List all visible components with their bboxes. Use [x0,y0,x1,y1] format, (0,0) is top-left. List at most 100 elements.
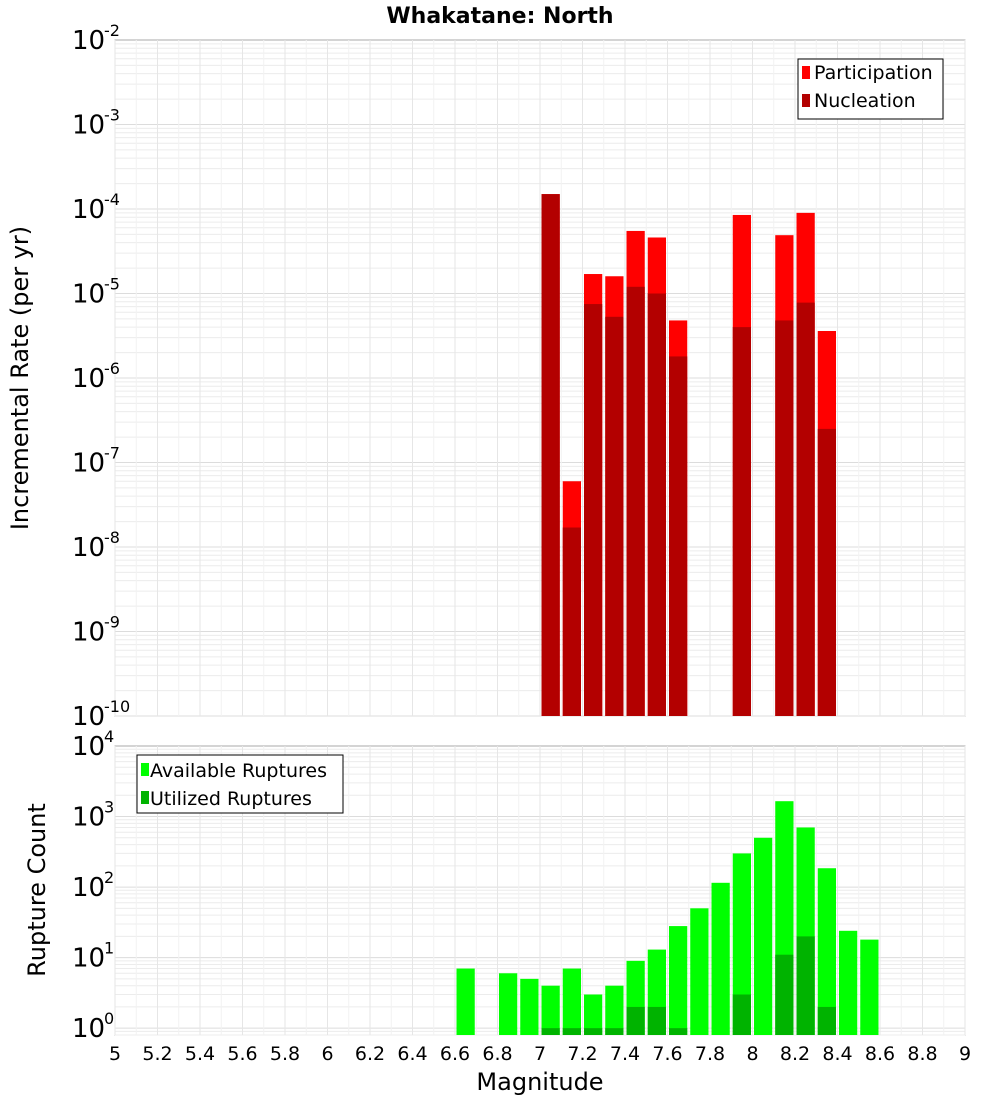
x-tick-label: 9 [959,1043,971,1065]
top-y-tick-exponent: -3 [104,106,120,125]
utilized-ruptures-bar [732,994,751,1035]
available-ruptures-bar [860,939,879,1035]
x-tick-label: 8.8 [907,1043,937,1065]
top-y-tick-label: 10 [72,111,105,141]
nucleation-bar [626,286,645,716]
nucleation-bar [669,356,688,716]
nucleation-bar [732,327,751,716]
legend-swatch-participation [802,66,810,79]
available-ruptures-bar [584,994,603,1035]
bottom-y-tick-exponent: 2 [104,868,114,887]
nucleation-bar [562,527,581,716]
utilized-ruptures-bar [796,936,815,1035]
x-tick-label: 6.6 [440,1043,470,1065]
available-ruptures-bar [690,908,709,1035]
available-ruptures-bar [669,926,688,1035]
x-tick-label: 6.2 [355,1043,385,1065]
x-tick-label: 5 [109,1043,121,1065]
bottom-y-tick-label: 10 [72,944,105,974]
top-y-tick-label: 10 [72,618,105,648]
top-legend-box [797,58,944,120]
top-y-tick-label: 10 [72,26,105,56]
x-tick-label: 6 [321,1043,333,1065]
top-y-tick-exponent: -7 [104,444,120,463]
available-ruptures-bar [711,882,730,1035]
utilized-ruptures-bar [626,1006,645,1035]
x-tick-label: 8.2 [780,1043,810,1065]
x-tick-label: 6.8 [482,1043,512,1065]
bottom-legend: Available Ruptures Utilized Ruptures [136,754,344,814]
x-tick-labels: 5 5.2 5.4 5.6 5.8 6 6.2 6.4 6.6 6.8 7 7.2 7.4 7.6 7.8 8… [109,1043,971,1065]
bottom-legend-box [136,754,344,814]
nucleation-bar [775,320,794,716]
bottom-y-tick-label: 10 [72,732,105,762]
top-bars [541,194,836,717]
legend-label-available: Available Ruptures [150,760,327,782]
available-ruptures-bar [456,968,475,1035]
utilized-ruptures-bar [647,1006,666,1035]
bottom-y-axis-label: Rupture Count [23,803,51,977]
utilized-ruptures-bar [817,1006,836,1035]
top-y-tick-label: 10 [72,533,105,563]
top-legend: Participation Nucleation [797,58,944,120]
utilized-ruptures-bar [669,1028,688,1035]
top-y-axis-label: Incremental Rate (per yr) [6,226,34,530]
nucleation-bar [796,302,815,716]
legend-swatch-available [141,763,149,776]
x-tick-label: 7.8 [695,1043,725,1065]
top-y-tick-exponent: -10 [104,697,130,716]
x-tick-label: 7.2 [567,1043,597,1065]
bottom-y-tick-label: 10 [72,803,105,833]
top-gridlines [114,40,966,717]
bottom-y-tick-exponent: 1 [104,939,114,958]
utilized-ruptures-bar [584,1028,603,1035]
x-tick-label: 7.6 [652,1043,682,1065]
x-tick-label: 8.6 [865,1043,895,1065]
top-y-tick-exponent: -2 [104,21,120,40]
legend-label-participation: Participation [814,62,933,84]
top-y-tick-exponent: -4 [104,190,120,209]
nucleation-bar [584,304,603,716]
legend-swatch-nucleation [802,94,810,107]
top-y-tick-label: 10 [72,280,105,310]
utilized-ruptures-bar [775,954,794,1035]
bottom-y-tick-exponent: 4 [104,727,114,746]
top-y-tick-exponent: -8 [104,528,120,547]
nucleation-bar [817,428,836,716]
bottom-y-tick-exponent: 0 [104,1009,114,1028]
x-tick-label: 5.2 [142,1043,172,1065]
available-ruptures-bar [605,985,624,1035]
x-tick-label: 8.4 [822,1043,852,1065]
legend-label-utilized: Utilized Ruptures [150,788,312,810]
available-ruptures-bar [817,868,836,1035]
available-ruptures-bar [754,837,773,1035]
nucleation-bar [541,194,560,716]
bottom-bars [456,801,879,1035]
utilized-ruptures-bar [541,1028,560,1035]
bottom-y-tick-exponent: 3 [104,798,114,817]
top-y-tick-exponent: -5 [104,275,120,294]
x-tick-label: 7 [534,1043,546,1065]
top-y-tick-exponent: -9 [104,613,120,632]
available-ruptures-bar [541,985,560,1035]
top-y-tick-exponent: -6 [104,359,120,378]
legend-swatch-utilized [141,791,149,804]
top-y-tick-label: 10 [72,702,105,732]
utilized-ruptures-bar [562,1028,581,1035]
top-y-tick-label: 10 [72,364,105,394]
x-axis-label: Magnitude [476,1068,603,1096]
available-ruptures-bar [732,853,751,1035]
x-tick-label: 5.8 [270,1043,300,1065]
bottom-y-tick-label: 10 [72,873,105,903]
nucleation-bar [605,316,624,716]
bottom-y-tick-label: 10 [72,1014,105,1044]
available-ruptures-bar [839,930,858,1035]
top-y-tick-label: 10 [72,449,105,479]
top-y-tick-label: 10 [72,195,105,225]
